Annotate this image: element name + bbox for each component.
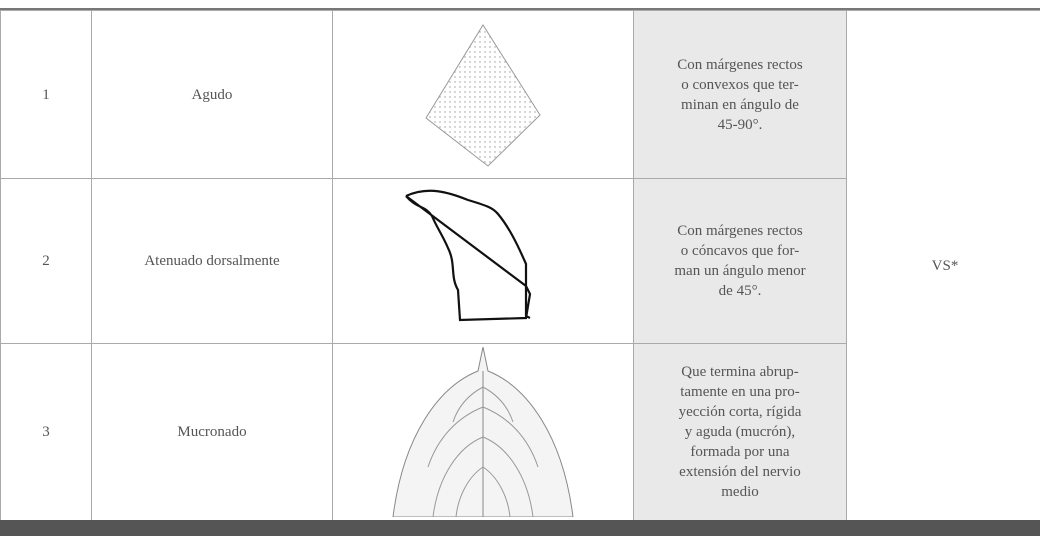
table-row: 3 Mucronado Que termina abrup-tamente en … xyxy=(0,343,1040,521)
description-line: Que termina abrup- xyxy=(681,364,799,380)
attenuated-apex-image xyxy=(405,189,532,322)
character-table: 1 Agudo Con márgenes rectos o convexos que… xyxy=(0,10,1040,521)
description-cell: Con márgenes rectos o convexos que ter-mi… xyxy=(633,10,847,179)
description-line: 45-90°. xyxy=(717,116,763,133)
description-line: medio xyxy=(721,484,759,500)
description-line: minan en ángulo de xyxy=(681,96,799,113)
row-number: 2 xyxy=(0,178,92,344)
description-line: tamente en una pro- xyxy=(680,384,800,400)
description-line: de 45°. xyxy=(718,283,762,299)
table-row: 2 Atenuado dorsalmente Con márgenes recto… xyxy=(0,178,1040,344)
image-cell xyxy=(332,178,634,344)
image-cell xyxy=(332,343,634,521)
footer-bar xyxy=(0,520,1040,536)
description-line: Con márgenes rectos xyxy=(677,56,803,73)
apex-name: Agudo xyxy=(91,10,333,179)
description-line: y aguda (mucrón), xyxy=(684,424,796,440)
code-cell: VS* xyxy=(846,10,1040,521)
row-number: 3 xyxy=(0,343,92,521)
description-cell: Con márgenes rectos o cóncavos que for-ma… xyxy=(633,178,847,344)
description-line: Con márgenes rectos xyxy=(677,223,803,239)
description-line: extensión del nervio xyxy=(679,464,801,480)
apex-name: Mucronado xyxy=(91,343,333,521)
description-cell: Que termina abrup-tamente en una pro-yec… xyxy=(633,343,847,521)
description-line: o convexos que ter- xyxy=(681,76,799,93)
table-row: 1 Agudo Con márgenes rectos o convexos que… xyxy=(0,10,1040,521)
apex-name: Atenuado dorsalmente xyxy=(91,178,333,344)
description-line: formada por una xyxy=(690,444,790,460)
description-line: o cóncavos que for- xyxy=(680,243,800,259)
acute-apex-image xyxy=(425,23,541,167)
row-number: 1 xyxy=(0,10,92,179)
mucronate-apex-image xyxy=(392,347,574,517)
description-line: yección corta, rígida xyxy=(678,404,802,420)
description-line: man un ángulo menor xyxy=(674,263,806,279)
image-cell xyxy=(332,10,634,179)
top-rule xyxy=(0,0,1040,10)
